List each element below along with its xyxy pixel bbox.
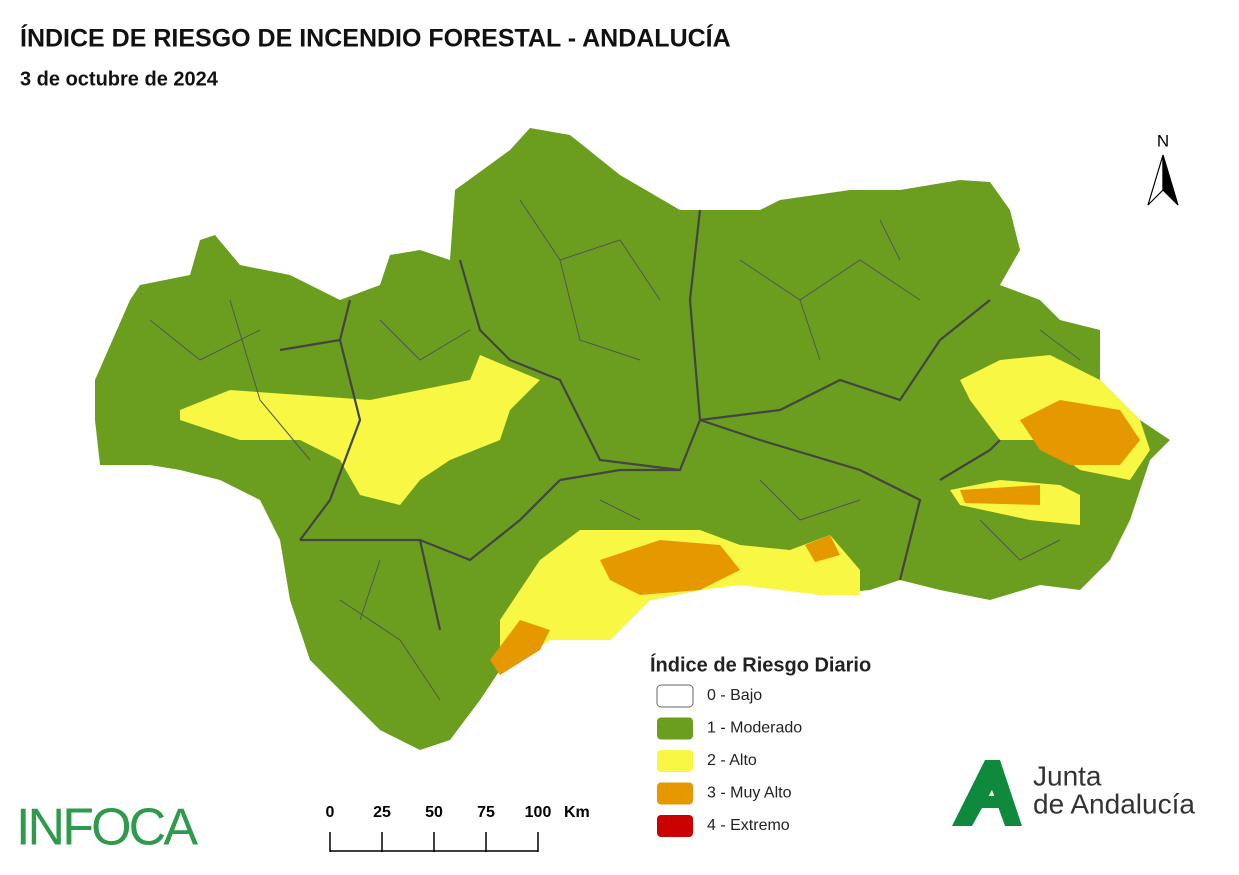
map-title: ÍNDICE DE RIESGO DE INCENDIO FORESTAL - …	[20, 24, 731, 53]
province-border	[279, 209, 1001, 631]
scale-tick-label: 0	[326, 804, 335, 821]
junta-logo-line1: Junta	[1033, 760, 1102, 791]
scale-unit: Km	[564, 804, 590, 821]
risk-area-very-high	[1020, 400, 1140, 465]
legend-label: 1 - Moderado	[707, 720, 802, 737]
scale-tick-label: 75	[477, 804, 495, 821]
scale-bar: 0 25 50 75 100 Km	[326, 804, 590, 852]
map-subtitle: 3 de octubre de 2024	[20, 68, 219, 90]
north-arrow-right	[1162, 154, 1179, 206]
scale-tick-label: 50	[425, 804, 443, 821]
junta-logo: Junta de Andalucía	[952, 760, 1195, 826]
risk-area-very-high	[600, 540, 740, 595]
legend-label: 4 - Extremo	[707, 817, 790, 834]
infoca-logo: INFOCA	[16, 799, 198, 857]
municipal-borders	[149, 199, 1081, 701]
legend-swatch	[657, 782, 693, 805]
legend-label: 2 - Alto	[707, 752, 757, 769]
risk-area-very-high	[805, 535, 840, 562]
legend-title: Índice de Riesgo Diario	[650, 653, 871, 676]
legend-swatch	[657, 750, 693, 772]
scale-tick-label: 100	[525, 804, 552, 821]
north-arrow: N	[1147, 131, 1179, 206]
scale-tick-label: 25	[373, 804, 391, 821]
junta-logo-bar	[970, 796, 1010, 808]
junta-logo-line2: de Andalucía	[1033, 788, 1195, 819]
legend: Índice de Riesgo Diario 0 - Bajo 1 - Mode…	[650, 653, 871, 837]
risk-area-high	[500, 530, 860, 670]
risk-area-very-high	[960, 485, 1040, 505]
north-arrow-left	[1147, 154, 1164, 206]
risk-area-very-high	[490, 620, 550, 675]
risk-area-moderate	[95, 128, 1170, 750]
legend-label: 0 - Bajo	[707, 687, 762, 704]
junta-logo-mark	[952, 760, 1022, 826]
legend-swatch	[657, 815, 693, 837]
north-label: N	[1157, 131, 1169, 150]
legend-label: 3 - Muy Alto	[707, 785, 792, 802]
risk-area-high	[180, 355, 540, 505]
legend-swatch	[656, 684, 694, 708]
legend-swatch	[657, 717, 693, 740]
region-map	[95, 128, 1170, 750]
